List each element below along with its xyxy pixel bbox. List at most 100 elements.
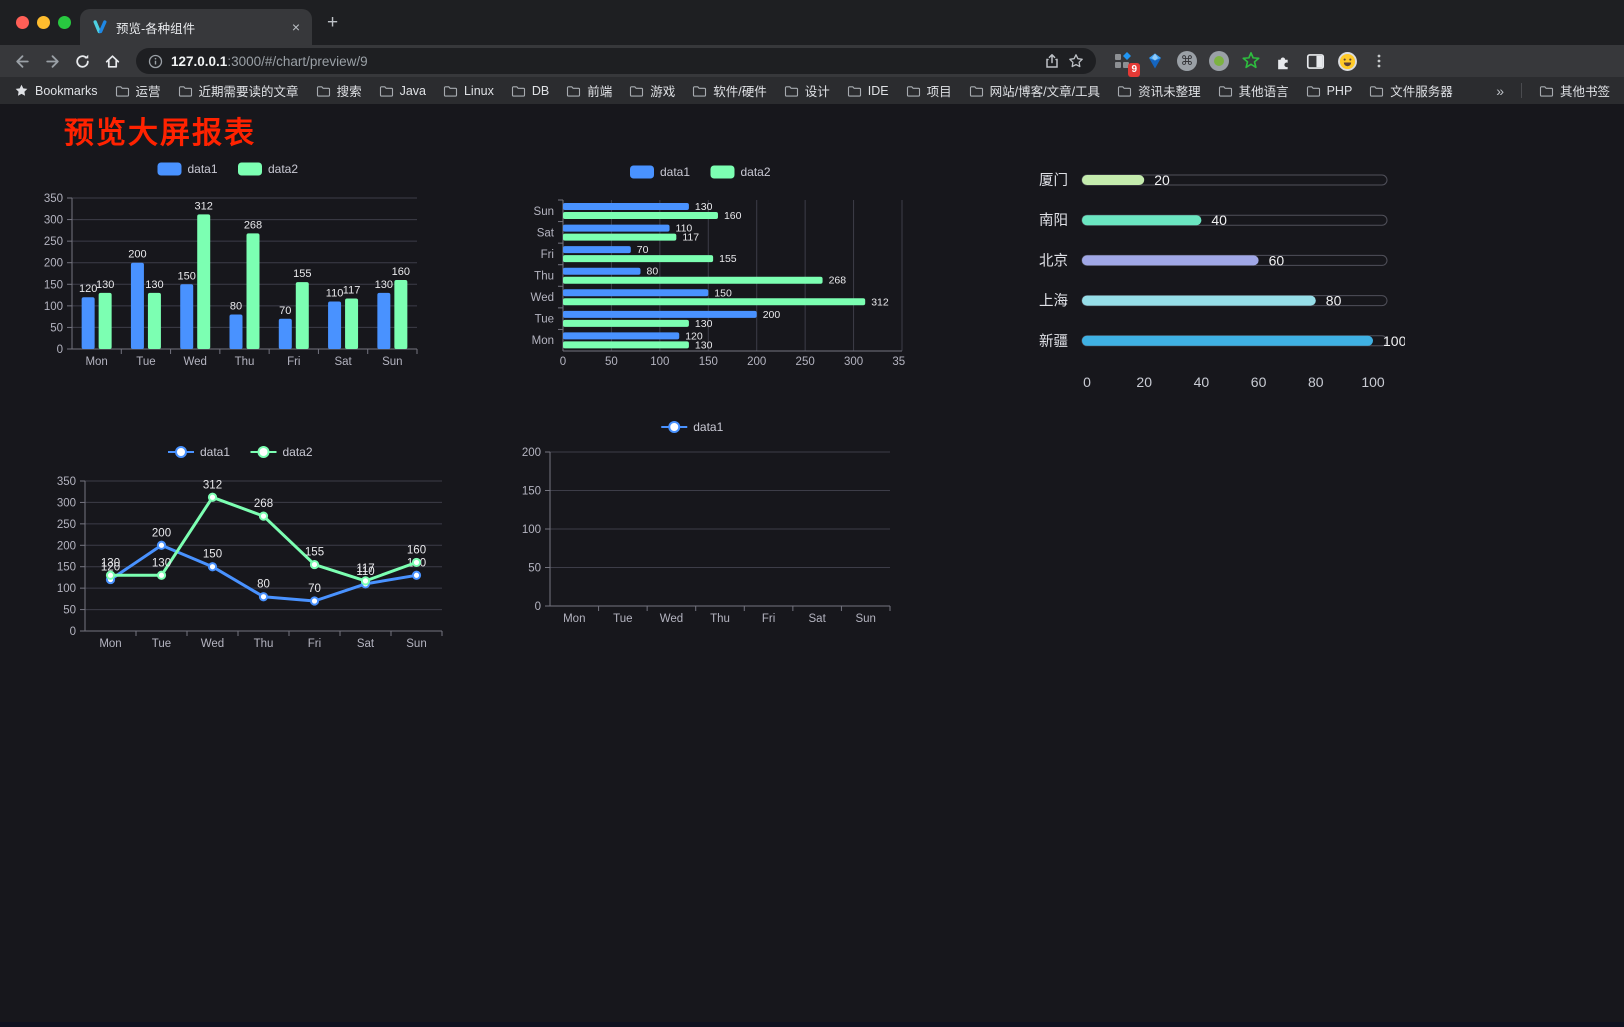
extension-command-icon[interactable]: ⌘ — [1176, 50, 1198, 72]
bookmark-folder[interactable]: 项目 — [906, 81, 952, 100]
legend-item-data1[interactable]: data1 — [661, 420, 724, 434]
data-point-data2-Sun[interactable] — [411, 557, 422, 568]
legend-item-data2[interactable]: data2 — [710, 165, 771, 179]
chart-line-two-series[interactable]: data1 data2 0 50 100 150 200 250 300 350 Mon Tue Wed… — [35, 420, 450, 660]
other-bookmarks-folder[interactable]: 其他书签 — [1539, 81, 1610, 100]
chart-bar-grouped[interactable]: data1 data2 0 50 100 150 200 250 300 350 Mon Tue Wed… — [35, 148, 425, 372]
data-point-data1-Sun[interactable] — [411, 570, 422, 580]
extension-record-icon[interactable] — [1208, 50, 1230, 72]
progress-row-上海[interactable]: 上海 80 — [1039, 293, 1388, 310]
progress-row-北京[interactable]: 北京 60 — [1039, 252, 1388, 269]
bookmark-folder[interactable]: 软件/硬件 — [692, 81, 767, 100]
bar-data1-Fri[interactable] — [563, 246, 631, 254]
bar-data1-Fri[interactable] — [278, 318, 292, 349]
tab-close-icon[interactable]: × — [291, 19, 300, 35]
bookmark-folder[interactable]: 其他语言 — [1218, 81, 1289, 100]
bar-data1-Mon[interactable] — [81, 297, 95, 349]
legend-item-data2[interactable]: data2 — [238, 162, 298, 176]
data-point-data2-Fri[interactable] — [309, 559, 320, 570]
legend-item-data2[interactable]: data2 — [250, 445, 313, 459]
bar-data1-Sat[interactable] — [563, 224, 670, 232]
bookmark-folder[interactable]: DB — [511, 84, 549, 98]
back-button[interactable] — [10, 49, 34, 73]
legend-item-data1[interactable]: data1 — [168, 445, 230, 459]
profile-avatar-icon[interactable] — [1336, 50, 1358, 72]
bookmark-folder[interactable]: Java — [379, 84, 426, 98]
bookmarks-overflow-chevron[interactable]: » — [1496, 82, 1504, 99]
progress-row-新疆[interactable]: 新疆 100 — [1039, 333, 1405, 350]
chart-line-gradient[interactable]: data1 0 50 100 150 200 Mon Tue Wed Thu Fri Sat Sun — [492, 394, 897, 628]
bar-data1-Mon[interactable] — [563, 332, 680, 340]
forward-button[interactable] — [40, 49, 64, 73]
browser-menu-icon[interactable] — [1368, 50, 1390, 72]
bookmark-folder[interactable]: 搜索 — [316, 81, 362, 100]
bar-data2-Mon[interactable] — [563, 341, 689, 349]
share-icon[interactable] — [1044, 53, 1060, 69]
data-point-data1-Tue[interactable] — [156, 540, 167, 550]
bar-data2-Mon[interactable] — [98, 292, 112, 349]
legend-item-data1[interactable]: data1 — [630, 165, 690, 179]
bar-data2-Sun[interactable] — [563, 212, 718, 219]
bookmark-folder[interactable]: 运营 — [115, 81, 161, 100]
site-info-icon[interactable] — [148, 54, 163, 69]
legend-item-data1[interactable]: data1 — [157, 162, 218, 176]
refresh-button[interactable] — [70, 49, 94, 73]
bookmark-star-icon[interactable] — [1068, 53, 1084, 69]
bookmarks-manager[interactable]: Bookmarks — [14, 83, 98, 98]
bookmark-folder[interactable]: 文件服务器 — [1369, 81, 1453, 100]
extension-gem-icon[interactable] — [1144, 50, 1166, 72]
bar-data1-Sat[interactable] — [328, 301, 342, 349]
bookmark-folder[interactable]: 近期需要读的文章 — [178, 81, 299, 100]
extensions-puzzle-icon[interactable] — [1272, 50, 1294, 72]
bookmark-folder[interactable]: Linux — [443, 84, 494, 98]
chart-progress-bars[interactable]: 厦门 20 南阳 40 北京 60 上海 80 新疆 100 0 20 40 60 80 100 — [993, 154, 1405, 402]
extension-tampermonkey-icon[interactable]: 9 — [1112, 50, 1140, 77]
data-point-data2-Mon[interactable] — [105, 570, 116, 580]
bar-data1-Tue[interactable] — [563, 310, 757, 318]
bar-data1-Sun[interactable] — [377, 292, 391, 349]
bar-data1-Thu[interactable] — [563, 267, 641, 275]
bookmark-folder[interactable]: 网站/博客/文章/工具 — [969, 81, 1100, 100]
sidebar-toggle-icon[interactable] — [1304, 50, 1326, 72]
bar-data2-Tue[interactable] — [147, 292, 161, 349]
bookmark-folder[interactable]: 设计 — [784, 81, 830, 100]
data-point-data2-Thu[interactable] — [258, 511, 269, 521]
bar-data2-Fri[interactable] — [563, 255, 714, 263]
progress-row-南阳[interactable]: 南阳 40 — [1039, 212, 1388, 229]
bar-data2-Sat[interactable] — [345, 298, 359, 349]
bookmark-folder[interactable]: PHP — [1306, 84, 1352, 98]
bar-data2-Wed[interactable] — [563, 298, 866, 306]
bar-data2-Thu[interactable] — [246, 233, 260, 349]
bar-data2-Fri[interactable] — [295, 282, 309, 349]
address-bar[interactable]: 127.0.0.1:3000/#/chart/preview/9 — [136, 48, 1096, 74]
home-button[interactable] — [100, 49, 124, 73]
bookmark-folder[interactable]: 游戏 — [629, 81, 675, 100]
chart-bar-horizontal[interactable]: data1data2050100150200250300350Mon120130… — [500, 146, 905, 372]
bar-data2-Sun[interactable] — [394, 279, 408, 349]
bar-data2-Thu[interactable] — [563, 276, 823, 284]
bookmark-folder[interactable]: 前端 — [566, 81, 612, 100]
bar-data2-Tue[interactable] — [563, 319, 689, 327]
bar-data1-Wed[interactable] — [563, 289, 709, 297]
data-point-data1-Fri[interactable] — [309, 596, 320, 606]
data-point-data1-Thu[interactable] — [258, 592, 269, 602]
bar-data2-Wed[interactable] — [197, 214, 211, 349]
bar-data1-Thu[interactable] — [229, 314, 243, 349]
bar-data2-Sat[interactable] — [563, 233, 677, 241]
extension-green-star-icon[interactable] — [1240, 50, 1262, 72]
progress-row-厦门[interactable]: 厦门 20 — [1039, 172, 1388, 189]
data-point-data2-Tue[interactable] — [156, 570, 167, 580]
bar-data1-Tue[interactable] — [130, 262, 144, 349]
data-point-data1-Wed[interactable] — [207, 562, 218, 572]
browser-tab[interactable]: 预览-各种组件 × — [80, 9, 312, 45]
maximize-window-button[interactable] — [58, 16, 71, 29]
bookmark-folder[interactable]: IDE — [847, 84, 889, 98]
data-point-data2-Sat[interactable] — [360, 576, 371, 586]
minimize-window-button[interactable] — [37, 16, 50, 29]
bookmark-folder[interactable]: 资讯未整理 — [1117, 81, 1201, 100]
new-tab-button[interactable]: + — [327, 12, 339, 33]
data-point-data2-Wed[interactable] — [207, 492, 218, 502]
bar-data1-Wed[interactable] — [180, 284, 194, 349]
close-window-button[interactable] — [16, 16, 29, 29]
bar-data1-Sun[interactable] — [563, 203, 689, 210]
